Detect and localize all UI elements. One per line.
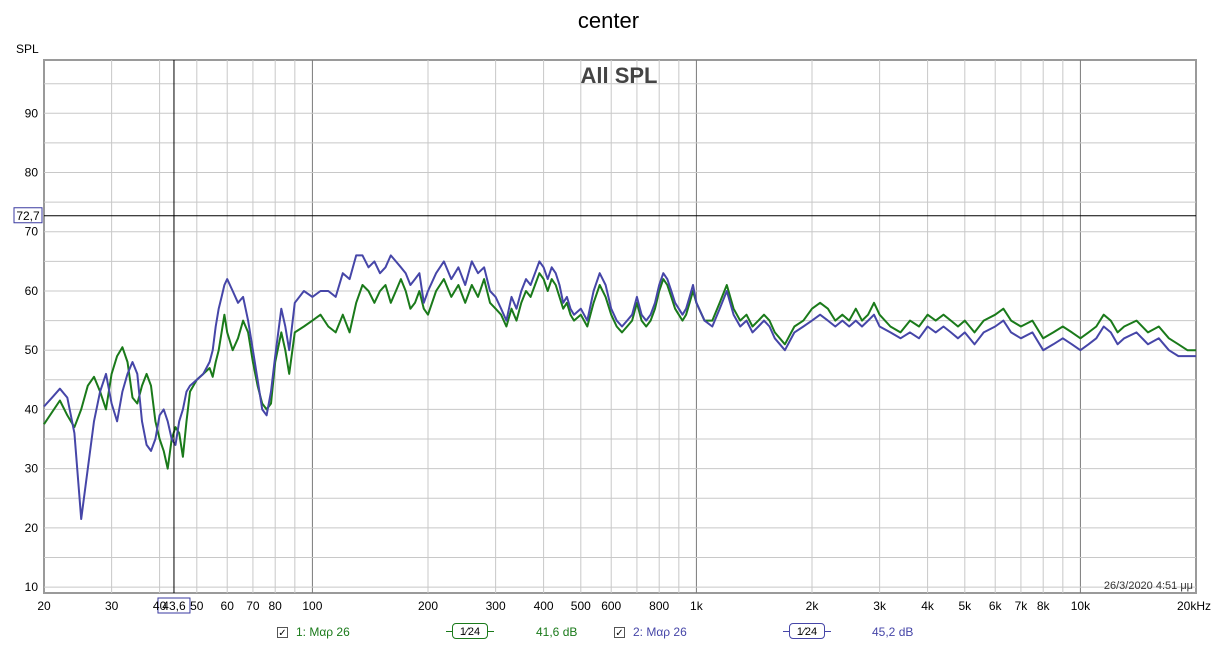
cursor[interactable]: 72,7 43,6	[13, 60, 1196, 614]
x-tick-label: 2k	[806, 599, 820, 613]
plot-frame	[43, 59, 1197, 594]
axes: 10 20 30 40 50 60 70 80 90 20 30 40 50 60 70 80 100 200 30…	[25, 106, 1211, 613]
cursor-x-readout-box	[157, 597, 191, 614]
chart-title: All SPL	[580, 63, 657, 88]
x-tick-label: 20kHz	[1177, 599, 1211, 613]
series-layer	[43, 254, 1196, 520]
x-tick-label: 3k	[873, 599, 887, 613]
legend-item-2[interactable]: ✓ 2: Μαρ 26	[614, 625, 687, 639]
x-tick-label: 20	[37, 599, 51, 613]
x-tick-label: 60	[221, 599, 235, 613]
x-tick-label: 300	[486, 599, 506, 613]
x-tick-label: 400	[534, 599, 554, 613]
cursor-y-readout: 72,7	[16, 209, 40, 223]
y-tick-label: 60	[25, 284, 39, 298]
y-tick-label: 80	[25, 166, 39, 180]
legend-checkbox-2[interactable]: ✓	[614, 626, 625, 639]
y-tick-label: 70	[25, 225, 39, 239]
y-axis-label: SPL	[16, 42, 39, 56]
legend-label-2: 2: Μαρ 26	[633, 625, 687, 639]
y-tick-label: 50	[25, 343, 39, 357]
smoothing-button-2[interactable]: 1⁄24	[783, 623, 831, 639]
legend-checkbox-1[interactable]: ✓	[277, 626, 288, 639]
cursor-x-readout: 43,6	[162, 599, 186, 613]
x-tick-label: 80	[269, 599, 283, 613]
x-tick-label: 100	[302, 599, 322, 613]
legend-value-1: 41,6 dB	[536, 625, 578, 639]
x-tick-label: 7k	[1015, 599, 1029, 613]
x-tick-label: 200	[418, 599, 438, 613]
x-tick-label: 600	[601, 599, 621, 613]
x-tick-label: 4k	[921, 599, 935, 613]
y-tick-label: 90	[25, 106, 39, 120]
smoothing-button-1[interactable]: 1⁄24	[446, 623, 494, 639]
x-tick-label: 800	[649, 599, 669, 613]
y-tick-label: 40	[25, 402, 39, 416]
x-tick-label: 1k	[690, 599, 704, 613]
legend-value-2: 45,2 dB	[872, 625, 914, 639]
x-tick-label: 50	[190, 599, 204, 613]
smoothing-label-2: 1⁄24	[796, 626, 818, 638]
legend-label-1: 1: Μαρ 26	[296, 625, 350, 639]
x-tick-label: 5k	[958, 599, 972, 613]
x-tick-label: 500	[571, 599, 591, 613]
legend-item-1[interactable]: ✓ 1: Μαρ 26	[277, 625, 350, 639]
x-tick-label: 70	[246, 599, 260, 613]
y-tick-label: 20	[25, 521, 39, 535]
y-tick-label: 30	[25, 462, 39, 476]
timestamp: 26/3/2020 4:51 μμ	[1104, 580, 1193, 592]
cursor-y-readout-box	[13, 207, 43, 224]
smoothing-label-1: 1⁄24	[459, 626, 481, 638]
x-tick-label: 40	[153, 599, 167, 613]
y-tick-label: 10	[25, 580, 39, 594]
x-tick-label: 30	[105, 599, 119, 613]
x-tick-label: 6k	[989, 599, 1003, 613]
x-tick-label: 8k	[1037, 599, 1051, 613]
series-line-1	[43, 272, 1196, 470]
grid	[43, 59, 1197, 594]
series-line-2	[43, 254, 1196, 520]
page-title: center	[577, 8, 640, 33]
x-tick-label: 10k	[1071, 599, 1091, 613]
